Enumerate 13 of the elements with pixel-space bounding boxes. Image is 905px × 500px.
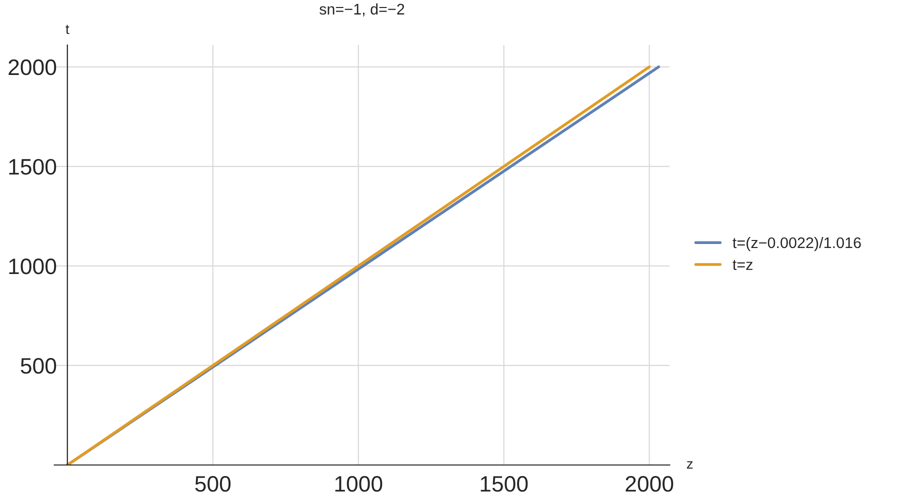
y-tick-label: 1000 <box>9 258 56 274</box>
x-axis-title: z <box>686 461 693 469</box>
x-tick-label: 1500 <box>480 476 528 492</box>
y-tick-label: 2000 <box>8 59 56 76</box>
y-tick-label: 500 <box>20 358 56 374</box>
legend-label: t=z <box>732 260 752 270</box>
x-tick-label: 2000 <box>626 476 674 492</box>
legend-label: t=(z−0.0022)/1.016 <box>732 236 861 252</box>
y-tick-label: 1500 <box>9 158 56 175</box>
x-tick-label: 500 <box>195 476 231 492</box>
y-axis-title: t <box>66 24 70 34</box>
x-tick-label: 1000 <box>335 476 382 492</box>
chart-title: sn=−1, d=−2 <box>320 3 404 16</box>
